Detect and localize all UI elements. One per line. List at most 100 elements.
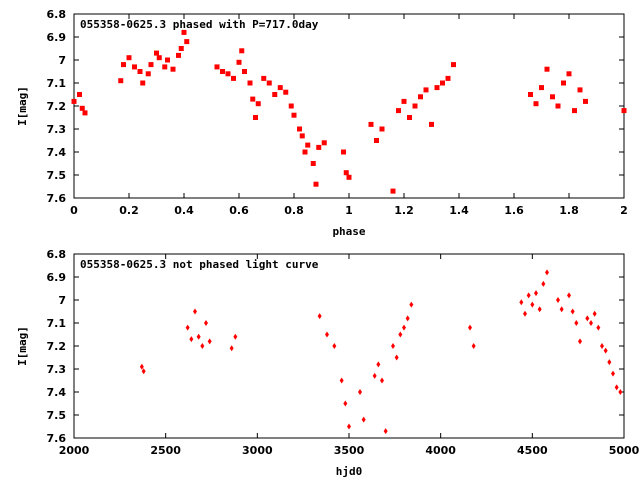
unphased-chart: 055358-0625.3 not phased light curve hjd… xyxy=(16,248,640,478)
data-point xyxy=(545,269,549,276)
data-point xyxy=(519,299,524,306)
data-point xyxy=(471,343,476,349)
y-tick-label: 7.3 xyxy=(47,123,67,136)
y-tick-label: 7.5 xyxy=(47,409,67,422)
data-point xyxy=(376,361,381,368)
data-point xyxy=(394,354,399,361)
x-tick-label: 1.4 xyxy=(449,204,469,217)
data-point xyxy=(544,66,550,72)
data-point xyxy=(541,280,546,287)
y-tick-label: 7.5 xyxy=(47,169,67,182)
y-tick-label: 6.8 xyxy=(47,248,67,261)
data-point xyxy=(567,292,571,299)
data-point xyxy=(570,308,575,315)
data-point xyxy=(445,75,451,81)
data-point xyxy=(154,50,159,56)
y-tick-label: 7 xyxy=(58,54,66,67)
data-point xyxy=(250,96,256,102)
data-point xyxy=(440,80,445,86)
data-point xyxy=(283,89,289,95)
data-point xyxy=(242,69,247,74)
x-tick-label: 1 xyxy=(345,204,353,217)
phased-points xyxy=(71,29,627,194)
data-point xyxy=(578,338,582,345)
data-point xyxy=(585,315,590,322)
data-point xyxy=(321,140,327,146)
data-point xyxy=(556,297,560,303)
data-point xyxy=(184,39,190,45)
data-point xyxy=(316,144,322,150)
data-point xyxy=(325,331,329,338)
y-tick-label: 7.1 xyxy=(47,77,67,90)
data-point xyxy=(523,310,527,317)
phased-chart-title: 055358-0625.3 phased with P=717.0day xyxy=(80,18,319,31)
data-point xyxy=(332,343,337,349)
data-point xyxy=(231,75,236,81)
x-tick-label: 4500 xyxy=(517,444,548,457)
data-point xyxy=(583,98,588,104)
unphased-ticks: 2000 2500 3000 3500 4000 4500 5000 6.8 6.9 7 7.1 7.… xyxy=(47,248,640,457)
data-point xyxy=(196,333,201,340)
data-point xyxy=(185,324,190,331)
data-point xyxy=(611,370,615,377)
data-point xyxy=(577,87,583,93)
x-tick-label: 2500 xyxy=(150,444,181,457)
data-point xyxy=(391,343,395,349)
phased-ticks: 0 0.2 0.4 0.6 0.8 1 1.2 1.4 1.6 1.8 2 6.8 6.9 7 7.1 7.2… xyxy=(47,8,628,217)
data-point xyxy=(434,85,440,91)
data-point xyxy=(398,331,403,338)
data-point xyxy=(305,142,311,148)
data-point xyxy=(162,64,168,70)
y-tick-label: 7.6 xyxy=(47,192,67,205)
data-point xyxy=(555,103,561,109)
data-point xyxy=(607,359,612,366)
x-tick-label: 5000 xyxy=(609,444,640,457)
phased-y-axis-label: I[mag] xyxy=(16,86,29,126)
data-point xyxy=(189,336,194,343)
data-point xyxy=(71,98,77,104)
phased-chart: 055358-0625.3 phased with P=717.0day pha… xyxy=(16,8,628,238)
data-point xyxy=(148,62,154,68)
data-point xyxy=(77,92,82,97)
data-point xyxy=(266,80,272,86)
data-point xyxy=(253,115,258,120)
data-point xyxy=(592,310,597,317)
data-point xyxy=(412,103,418,109)
data-point xyxy=(176,52,181,58)
data-point xyxy=(310,161,316,166)
x-tick-label: 0.2 xyxy=(119,204,139,217)
data-point xyxy=(537,306,542,313)
data-point xyxy=(341,149,346,155)
y-tick-label: 7.2 xyxy=(47,100,67,113)
data-point xyxy=(534,290,538,297)
data-point xyxy=(137,69,143,74)
data-point xyxy=(566,71,572,77)
data-point xyxy=(156,55,162,61)
unphased-points xyxy=(139,269,623,435)
y-tick-label: 6.9 xyxy=(47,31,67,44)
data-point xyxy=(204,320,208,326)
data-point xyxy=(255,101,261,107)
data-point xyxy=(418,94,423,100)
data-point xyxy=(126,55,132,61)
data-point xyxy=(526,292,531,299)
data-point xyxy=(614,384,619,391)
y-tick-label: 7.4 xyxy=(47,146,67,159)
data-point xyxy=(343,170,349,176)
x-tick-label: 1.6 xyxy=(504,204,524,217)
data-point xyxy=(178,46,184,51)
data-point xyxy=(539,85,544,91)
x-tick-label: 1.2 xyxy=(394,204,414,217)
data-point xyxy=(396,108,401,114)
data-point xyxy=(132,64,137,70)
data-point xyxy=(530,301,535,308)
data-point xyxy=(374,138,379,143)
data-point xyxy=(139,363,144,370)
phased-plot-frame xyxy=(73,13,625,199)
data-point xyxy=(207,338,212,345)
y-tick-label: 7.6 xyxy=(47,432,67,445)
data-point xyxy=(145,71,151,77)
x-tick-label: 0.8 xyxy=(284,204,304,217)
data-point xyxy=(121,62,126,68)
data-point xyxy=(358,389,362,395)
